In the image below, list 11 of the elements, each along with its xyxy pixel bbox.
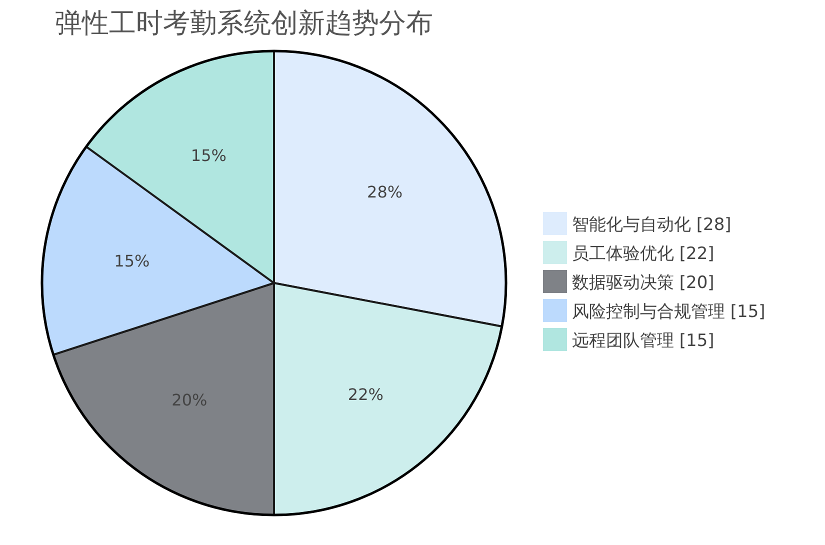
legend-label: 智能化与自动化 [28] xyxy=(572,215,732,235)
legend-label: 风险控制与合规管理 [15] xyxy=(572,302,766,322)
data-label: 15% xyxy=(114,252,150,270)
legend-label: 远程团队管理 [15] xyxy=(572,331,714,351)
data-label: 20% xyxy=(172,390,208,410)
title: 弹性工时考勤系统创新趋势分布 xyxy=(55,8,433,39)
data-label: 22% xyxy=(348,384,384,404)
legend-label: 数据驱动决策 [20] xyxy=(572,273,714,293)
legend-label: 员工体验优化 [22] xyxy=(572,244,714,264)
data-label: 28% xyxy=(367,182,403,202)
data-label: 15% xyxy=(190,146,226,165)
